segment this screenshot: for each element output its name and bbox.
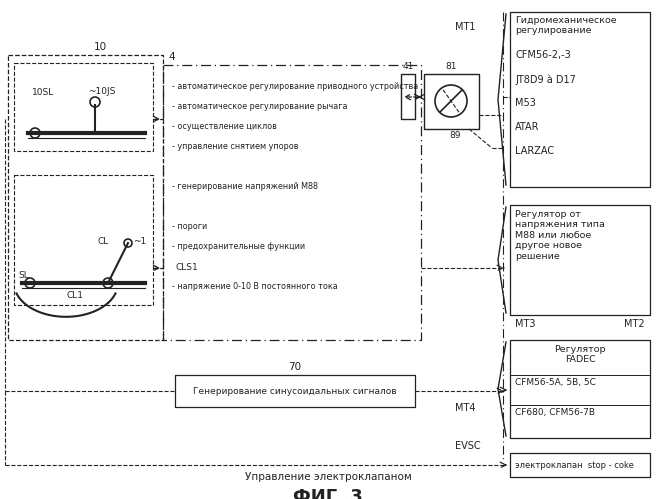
Text: Регулятор от
напряжения типа
М88 или любое
другое новое
решение: Регулятор от напряжения типа М88 или люб… (515, 210, 605, 260)
Text: - напряжение 0-10 В постоянного тока: - напряжение 0-10 В постоянного тока (172, 282, 338, 291)
Text: - осуществление циклов: - осуществление циклов (172, 122, 277, 131)
Text: 89: 89 (449, 131, 461, 140)
Text: ~10JS: ~10JS (88, 87, 116, 96)
Text: 4: 4 (168, 52, 175, 62)
Text: - автоматическое регулирование приводного устройства: - автоматическое регулирование приводног… (172, 82, 419, 91)
Text: ФИГ. 3: ФИГ. 3 (293, 488, 363, 499)
Text: Управление электроклапаном: Управление электроклапаном (244, 472, 411, 482)
Text: CLS1: CLS1 (176, 262, 199, 271)
Text: 10SL: 10SL (32, 88, 55, 97)
Text: 70: 70 (288, 362, 302, 372)
Text: Регулятор
FADEC: Регулятор FADEC (555, 345, 606, 364)
Text: CFM56-5A, 5B, 5C: CFM56-5A, 5B, 5C (515, 378, 596, 387)
Text: - генерирование напряжений М88: - генерирование напряжений М88 (172, 182, 318, 191)
Text: - автоматическое регулирование рычага: - автоматическое регулирование рычага (172, 102, 348, 111)
Text: MT1: MT1 (455, 22, 476, 32)
Text: - управление снятием упоров: - управление снятием упоров (172, 142, 298, 151)
Text: CL1: CL1 (66, 291, 83, 300)
Text: - предохранительные функции: - предохранительные функции (172, 242, 305, 251)
Text: LARZAC: LARZAC (515, 146, 554, 156)
Text: ~1: ~1 (133, 237, 147, 246)
Text: 41: 41 (402, 62, 414, 71)
Text: Гидромеханическое
регулирование: Гидромеханическое регулирование (515, 16, 617, 35)
Text: SL: SL (18, 271, 29, 280)
Text: 10: 10 (93, 42, 106, 52)
Text: 81: 81 (445, 62, 457, 71)
Text: Генерирование синусоидальных сигналов: Генерирование синусоидальных сигналов (193, 387, 397, 396)
Text: MT2: MT2 (624, 319, 645, 329)
Text: EVSC: EVSC (455, 441, 481, 451)
Text: CFM56-2,-3: CFM56-2,-3 (515, 50, 571, 60)
Text: CL: CL (98, 237, 109, 246)
Text: MT4: MT4 (455, 403, 476, 413)
Text: JT8D9 à D17: JT8D9 à D17 (515, 74, 576, 84)
Text: CF680, CFM56-7B: CF680, CFM56-7B (515, 408, 595, 417)
Text: MT3: MT3 (515, 319, 535, 329)
Text: ATAR: ATAR (515, 122, 539, 132)
Text: электроклапан  stop - coke: электроклапан stop - coke (515, 461, 634, 470)
Text: - пороги: - пороги (172, 222, 207, 231)
Text: M53: M53 (515, 98, 536, 108)
